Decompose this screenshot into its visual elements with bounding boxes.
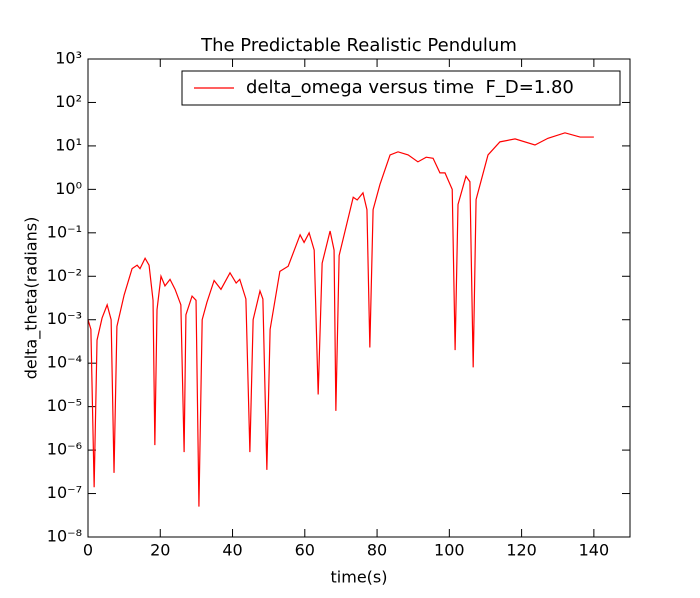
x-tick-label: 0 (83, 541, 93, 560)
y-tick-label: 10⁻³ (47, 309, 82, 328)
x-axis-label: time(s) (331, 568, 388, 587)
legend-label: delta_omega versus time F_D=1.80 (246, 77, 574, 98)
data-line (87, 132, 594, 507)
y-tick-label: 10⁻⁸ (47, 527, 82, 546)
y-tick-label: 10⁻² (47, 266, 82, 285)
y-tick-label: 10⁻⁶ (47, 440, 82, 459)
x-tick-label: 40 (222, 541, 242, 560)
y-axis-label: delta_theta(radians) (22, 217, 42, 380)
legend-box (181, 70, 621, 106)
x-tick-label: 100 (434, 541, 465, 560)
y-tick-label: 10⁻⁵ (47, 396, 82, 415)
y-tick-label: 10³ (55, 49, 82, 68)
y-tick-label: 10⁻⁴ (47, 353, 82, 372)
x-tick-label: 120 (506, 541, 537, 560)
plot-frame (87, 58, 631, 538)
y-tick-label: 10² (55, 92, 82, 111)
y-tick-label: 10¹ (55, 135, 82, 154)
x-tick-label: 140 (579, 541, 610, 560)
x-tick-label: 60 (295, 541, 315, 560)
x-tick-label: 20 (150, 541, 170, 560)
chart-title: The Predictable Realistic Pendulum (200, 35, 517, 56)
x-tick-label: 80 (367, 541, 387, 560)
y-tick-label: 10⁻¹ (47, 222, 82, 241)
y-tick-label: 10⁻⁷ (47, 483, 82, 502)
y-tick-label: 10⁰ (55, 179, 82, 198)
